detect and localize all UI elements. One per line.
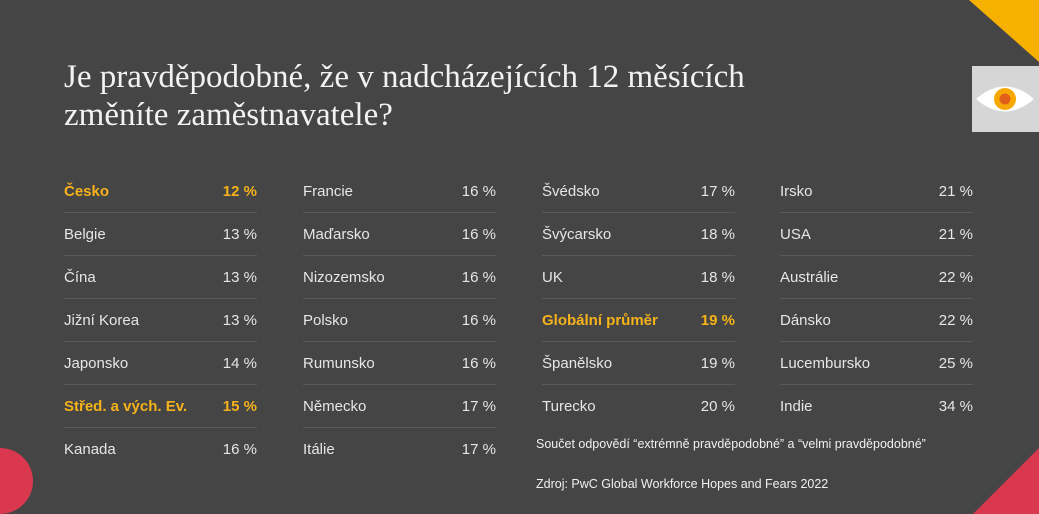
country-value: 34 % — [938, 398, 973, 415]
country-value: 21 % — [938, 226, 973, 243]
country-name: Švédsko — [542, 183, 600, 200]
table-row: UK 18 % — [542, 256, 735, 299]
table-row: Turecko 20 % — [542, 385, 735, 427]
table-row: Maďarsko 16 % — [303, 213, 496, 256]
country-name: Španělsko — [542, 355, 613, 372]
country-name: Turecko — [542, 398, 596, 415]
country-value: 25 % — [938, 355, 973, 372]
country-name: Nizozemsko — [303, 269, 385, 286]
country-name: Střed. a vých. Ev. — [64, 398, 188, 415]
table-row: Nizozemsko 16 % — [303, 256, 496, 299]
country-value: 13 % — [222, 226, 257, 243]
table-row: USA 21 % — [780, 213, 973, 256]
corner-circle-bottom-left — [0, 448, 33, 514]
country-value: 16 % — [222, 441, 257, 458]
country-name: Dánsko — [780, 312, 831, 329]
country-name: Japonsko — [64, 355, 129, 372]
table-row: Lucembursko 25 % — [780, 342, 973, 385]
country-value: 13 % — [222, 269, 257, 286]
table-row: Střed. a vých. Ev. 15 % — [64, 385, 257, 428]
country-value: 17 % — [461, 441, 496, 458]
table-row: Německo 17 % — [303, 385, 496, 428]
table-column: Irsko 21 % USA 21 % Austrálie 22 % Dánsko 22 % L… — [780, 170, 973, 427]
country-name: Švýcarsko — [542, 226, 612, 243]
eye-icon — [976, 86, 1034, 112]
country-name: Irsko — [780, 183, 813, 200]
table-row: Austrálie 22 % — [780, 256, 973, 299]
country-value: 19 % — [700, 355, 735, 372]
table-row: Polsko 16 % — [303, 299, 496, 342]
page-title: Je pravděpodobné, že v nadcházejících 12… — [64, 58, 924, 134]
table-row: Švédsko 17 % — [542, 170, 735, 213]
country-name: UK — [542, 269, 563, 286]
table-row: Indie 34 % — [780, 385, 973, 427]
country-name: Indie — [780, 398, 813, 415]
country-value: 12 % — [222, 183, 257, 200]
table-row: Japonsko 14 % — [64, 342, 257, 385]
country-value: 22 % — [938, 269, 973, 286]
country-value: 13 % — [222, 312, 257, 329]
country-name: Rumunsko — [303, 355, 375, 372]
country-value: 16 % — [461, 183, 496, 200]
country-value: 18 % — [700, 269, 735, 286]
country-name: Austrálie — [780, 269, 839, 286]
country-value: 16 % — [461, 355, 496, 372]
country-name: Německo — [303, 398, 367, 415]
country-name: Francie — [303, 183, 354, 200]
country-name: Kanada — [64, 441, 116, 458]
table-row: Čína 13 % — [64, 256, 257, 299]
country-name: Česko — [64, 183, 110, 200]
table-row: Španělsko 19 % — [542, 342, 735, 385]
country-name: Maďarsko — [303, 226, 370, 243]
country-name: Globální průměr — [542, 312, 658, 329]
table-row: Švýcarsko 18 % — [542, 213, 735, 256]
corner-triangle-bottom-right — [973, 448, 1039, 514]
country-value: 16 % — [461, 269, 496, 286]
country-value: 21 % — [938, 183, 973, 200]
table-column: Francie 16 % Maďarsko 16 % Nizozemsko 16 % Pol… — [303, 170, 496, 470]
country-value: 17 % — [700, 183, 735, 200]
eye-badge — [972, 66, 1039, 132]
table-row: Česko 12 % — [64, 170, 257, 213]
country-value: 19 % — [700, 312, 735, 329]
country-name: Itálie — [303, 441, 335, 458]
country-value: 16 % — [461, 312, 496, 329]
title-line-2: změníte zaměstnavatele? — [64, 97, 393, 133]
country-name: Belgie — [64, 226, 106, 243]
table-row: Irsko 21 % — [780, 170, 973, 213]
table-row: Jižní Korea 13 % — [64, 299, 257, 342]
table-row: Rumunsko 16 % — [303, 342, 496, 385]
table-row: Dánsko 22 % — [780, 299, 973, 342]
table-row: Francie 16 % — [303, 170, 496, 213]
source-note: Zdroj: PwC Global Workforce Hopes and Fe… — [536, 477, 829, 491]
title-line-1: Je pravděpodobné, že v nadcházejících 12… — [64, 59, 745, 95]
country-value: 14 % — [222, 355, 257, 372]
footnote: Součet odpovědí “extrémně pravděpodobné”… — [536, 437, 926, 451]
table-row: Itálie 17 % — [303, 428, 496, 470]
country-value: 20 % — [700, 398, 735, 415]
country-name: Lucembursko — [780, 355, 871, 372]
table-row: Globální průměr 19 % — [542, 299, 735, 342]
table-column: Švédsko 17 % Švýcarsko 18 % UK 18 % Globální p… — [542, 170, 735, 427]
corner-triangle-top-right — [969, 0, 1039, 62]
country-name: Polsko — [303, 312, 349, 329]
country-value: 22 % — [938, 312, 973, 329]
country-name: USA — [780, 226, 811, 243]
country-value: 18 % — [700, 226, 735, 243]
table-column: Česko 12 % Belgie 13 % Čína 13 % Jižní Korea 13… — [64, 170, 257, 470]
country-value: 16 % — [461, 226, 496, 243]
country-value: 17 % — [461, 398, 496, 415]
country-name: Jižní Korea — [64, 312, 140, 329]
country-name: Čína — [64, 269, 96, 286]
table-row: Kanada 16 % — [64, 428, 257, 470]
table-row: Belgie 13 % — [64, 213, 257, 256]
country-value: 15 % — [222, 398, 257, 415]
